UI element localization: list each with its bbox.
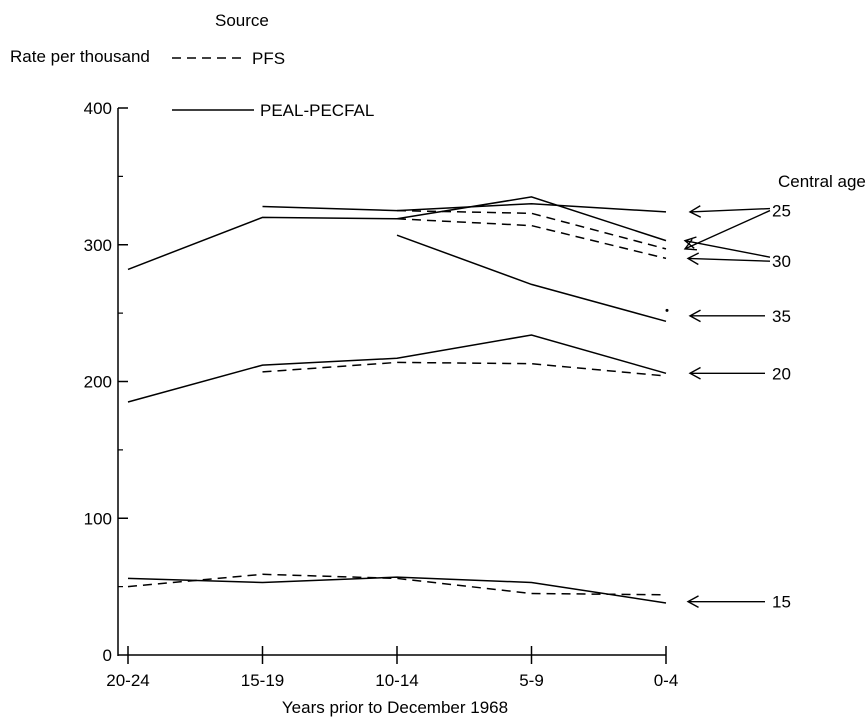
series-line-pfs-age-20 [262, 361, 667, 377]
x-tick-label: 10-14 [375, 671, 418, 690]
arrow-head [686, 595, 699, 609]
age-label-25: 25 [772, 202, 791, 221]
arrow-head [688, 366, 701, 380]
y-axis-title: Rate per thousand [10, 47, 150, 66]
x-tick-label: 5-9 [519, 671, 544, 690]
y-tick-label: 100 [84, 509, 112, 528]
arrow-head [688, 205, 702, 218]
arrow-head [686, 252, 700, 266]
annotation-title: Central age [778, 172, 866, 191]
age-label-20: 20 [772, 364, 791, 383]
age-label-35: 35 [772, 307, 791, 326]
y-tick-label: 0 [103, 646, 112, 665]
x-tick-label: 20-24 [106, 671, 149, 690]
x-axis-title: Years prior to December 1968 [282, 698, 508, 717]
arrow-head [683, 238, 698, 251]
x-tick-label: 0-4 [654, 671, 679, 690]
arrow-head [683, 236, 697, 249]
arrow-shaft [684, 209, 771, 250]
annotations: 25 30 35 20 15 [665, 202, 791, 612]
arrow-shaft [684, 239, 771, 258]
series-line-pfs-age-30 [396, 218, 667, 260]
series-line-peal-pecfal-age-35 [396, 234, 667, 323]
series-lines [127, 196, 667, 604]
y-ticks: 0 100 200 300 400 [84, 99, 128, 665]
legend-label-pfs: PFS [252, 49, 285, 68]
arrow-head [688, 309, 701, 323]
x-ticks: 20-24 15-19 10-14 5-9 0-4 [106, 646, 678, 690]
arrow-shaft [687, 257, 771, 262]
series-line-pfs-age-25 [396, 209, 667, 250]
age-label-15: 15 [772, 593, 791, 612]
y-tick-label: 300 [84, 236, 112, 255]
legend-title: Source [215, 11, 269, 30]
y-tick-label: 200 [84, 373, 112, 392]
x-tick-label: 15-19 [241, 671, 284, 690]
legend: Source PFS PEAL-PECFAL [172, 11, 374, 120]
y-tick-label: 400 [84, 99, 112, 118]
series-line-peal-pecfal-age-20 [127, 334, 667, 403]
arrow-shaft [689, 207, 771, 213]
age-label-30: 30 [772, 252, 791, 271]
series-line-peal-pecfal-age-15 [127, 576, 667, 604]
series-line-peal-pecfal-age-30 [127, 196, 667, 271]
stray-dot [665, 308, 669, 312]
series-line-pfs-age-15 [127, 573, 667, 596]
legend-label-peal-pecfal: PEAL-PECFAL [260, 101, 374, 120]
